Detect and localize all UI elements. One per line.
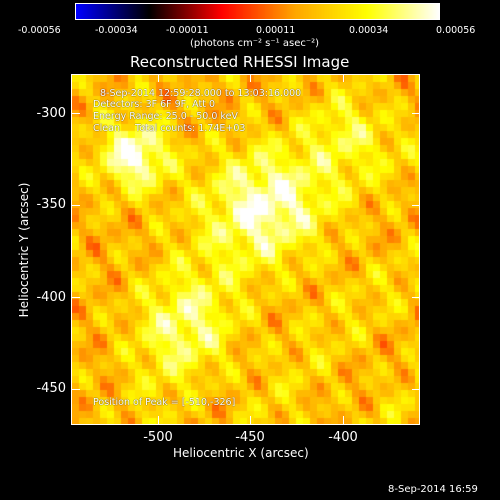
x-tick-label: -450 — [235, 430, 265, 445]
y-axis-label: Heliocentric Y (arcsec) — [17, 182, 32, 318]
x-major-tick — [158, 416, 159, 424]
colorbar — [76, 4, 440, 20]
colorbar-tick-label: -0.00056 — [18, 25, 61, 36]
x-major-tick — [158, 75, 159, 82]
x-major-tick — [250, 75, 251, 82]
y-major-tick — [72, 205, 80, 206]
colorbar-tick-label: -0.00011 — [166, 25, 209, 36]
y-major-tick — [412, 389, 419, 390]
x-major-tick — [250, 416, 251, 424]
colorbar-frame — [75, 3, 440, 20]
plot-frame — [71, 74, 420, 425]
x-axis-label: Heliocentric X (arcsec) — [173, 446, 309, 460]
y-major-tick — [412, 205, 419, 206]
colorbar-tick-label: 0.00056 — [436, 25, 476, 36]
x-tick-label: -500 — [143, 430, 173, 445]
y-major-tick — [412, 297, 419, 298]
x-major-tick — [343, 75, 344, 82]
energy-range-text: Energy Range: 25.0 - 50.0 keV — [93, 111, 238, 122]
timestamp: 8-Sep-2014 16:59 — [388, 484, 478, 495]
image-title: Reconstructed RHESSI Image — [130, 53, 350, 71]
colorbar-units: (photons cm⁻² s⁻¹ asec⁻²) — [190, 38, 320, 49]
y-tick-label: -350 — [36, 197, 66, 212]
y-tick-label: -300 — [36, 106, 66, 121]
peak-position-text: Position of Peak = [-510,-326] — [93, 397, 236, 408]
y-major-tick — [72, 113, 80, 114]
y-major-tick — [72, 297, 80, 298]
y-major-tick — [412, 113, 419, 114]
detectors-text: Detectors: 3F 6F 9F, Att 0 — [93, 99, 216, 110]
y-tick-label: -450 — [36, 381, 66, 396]
colorbar-tick-label: 0.00034 — [349, 25, 389, 36]
x-major-tick — [343, 416, 344, 424]
time-range-text: 8-Sep-2014 12:59:28.000 to 13:03:16.000 — [100, 88, 302, 99]
x-tick-label: -400 — [328, 430, 358, 445]
rhessi-image — [72, 75, 419, 424]
colorbar-tick-label: 0.00011 — [256, 25, 296, 36]
clean-counts-text: Clean Total counts: 1.74E+03 — [93, 123, 246, 134]
y-tick-label: -400 — [36, 290, 66, 305]
colorbar-tick-label: -0.00034 — [95, 25, 138, 36]
y-major-tick — [72, 389, 80, 390]
